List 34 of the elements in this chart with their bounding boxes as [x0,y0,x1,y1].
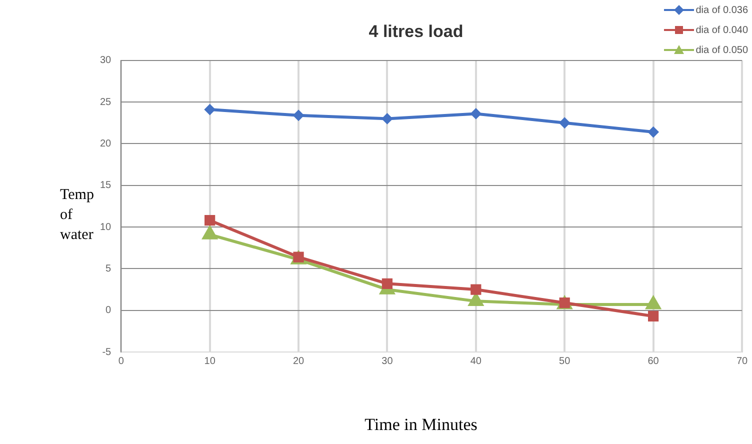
x-tick-label: 10 [204,356,216,367]
point [204,215,216,226]
x-tick-label: 20 [292,356,305,367]
y-tick-label: 30 [100,55,112,66]
y-tick-label: 5 [106,263,112,274]
point [202,225,218,240]
legend-label: dia of 0.036 [696,4,748,16]
x-tick-label: 30 [382,356,394,367]
x-tick-label: 70 [736,356,748,367]
point [559,117,570,128]
x-tick-label: 50 [559,356,571,367]
legend-label: dia of 0.050 [696,44,748,56]
y-axis-title: Temp of water [60,186,95,245]
point [382,278,393,289]
y-tick-label: 0 [106,305,112,316]
point [204,104,216,116]
point [648,126,659,138]
point [382,113,393,124]
y-tick-label: 15 [100,180,112,192]
point [648,310,659,322]
point [645,295,662,310]
x-axis-title: Time in Minutes [364,415,478,435]
point [293,110,304,121]
y-tick-label: 20 [100,138,112,150]
x-tick-label: 40 [470,356,482,367]
x-tick-label: 60 [648,356,660,367]
point [470,108,482,120]
point [470,284,482,295]
y-tick-label: -5 [102,346,112,358]
chart-title: 4 litres load [368,22,464,41]
y-tick-label: 25 [100,96,112,108]
y-tick-label: 10 [100,222,112,233]
x-tick-label: 0 [118,356,124,367]
legend-label: dia of 0.040 [696,24,748,36]
